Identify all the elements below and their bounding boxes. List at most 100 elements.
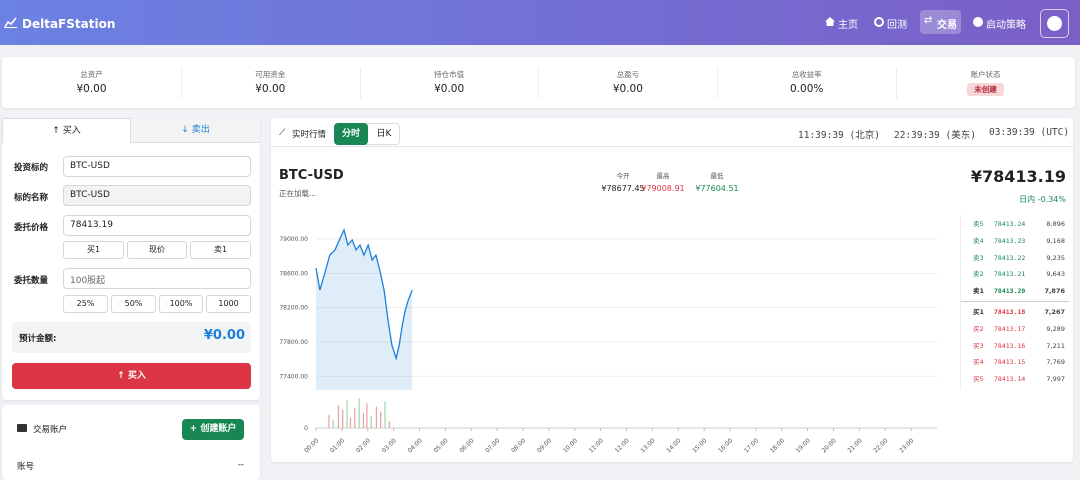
field-label: 委托数量 bbox=[14, 276, 49, 286]
book-label: 卖5 bbox=[973, 220, 984, 228]
book-volume: 7,997 bbox=[1046, 375, 1065, 384]
quote-label: 今开 bbox=[616, 172, 630, 180]
tab-intraday[interactable]: 分时 bbox=[334, 123, 368, 145]
field-label: 投资标的 bbox=[14, 163, 49, 173]
tab-sell[interactable]: ↓ 卖出 bbox=[131, 118, 260, 143]
book-price: 78413.14 bbox=[994, 375, 1026, 384]
stat-divider bbox=[717, 67, 719, 99]
volume-bar bbox=[384, 401, 386, 428]
x-tick-label: 11:00 bbox=[588, 437, 605, 454]
day-change: 日内 -0.34% bbox=[1019, 195, 1066, 204]
book-price: 78413.18 bbox=[994, 308, 1026, 316]
tab-buy-text: 买入 bbox=[62, 126, 81, 136]
quote-label: 最高 bbox=[656, 172, 670, 180]
volume-bar bbox=[328, 414, 330, 428]
chart-icon: ⟋ bbox=[279, 128, 286, 138]
volume-bar bbox=[349, 418, 352, 428]
price-input[interactable]: 78413.19 bbox=[63, 215, 251, 236]
price-area bbox=[316, 230, 413, 390]
book-price: 78413.16 bbox=[994, 341, 1026, 350]
brand-icon bbox=[4, 17, 17, 28]
stats-card: 总资产 ¥0.00 可用资金 ¥0.00 持仓市值 ¥0.00 总盈亏 ¥0.00 总收益率 0.… bbox=[2, 57, 1075, 108]
account-row-label: 账号 bbox=[17, 462, 35, 472]
book-volume: 9,168 bbox=[1046, 236, 1065, 245]
qty-button[interactable]: 25% bbox=[63, 295, 108, 313]
book-volume: 9,235 bbox=[1046, 253, 1065, 262]
tab-daily[interactable]: 日K bbox=[376, 129, 392, 139]
github-button[interactable] bbox=[1040, 9, 1069, 38]
estimate-label: 预计金额: bbox=[19, 334, 57, 344]
x-tick-label: 04:00 bbox=[407, 437, 424, 454]
swap-icon: ⇄ bbox=[924, 15, 933, 26]
market-card: ⟋ 实时行情 分时 日K 11:39:39 (北京) 22:39:39 (美东)… bbox=[271, 118, 1073, 462]
x-tick-label: 08:00 bbox=[510, 437, 527, 454]
orderbook-row: 卖5 78413.24 8,896 bbox=[961, 217, 1069, 232]
x-tick-label: 21:00 bbox=[846, 437, 863, 454]
clock: 03:39:39 (UTC) bbox=[989, 127, 1070, 138]
brand[interactable]: DeltaFStation bbox=[22, 17, 116, 31]
qty-input[interactable]: 100股起 bbox=[63, 268, 251, 289]
price-button[interactable]: 卖1 bbox=[190, 241, 251, 259]
nav-home[interactable]: 主页 bbox=[838, 20, 858, 31]
orderbook-row: 卖3 78413.22 9,235 bbox=[961, 251, 1069, 266]
price-button[interactable]: 买1 bbox=[63, 241, 124, 259]
y-tick-label: 78600.00 bbox=[279, 270, 308, 277]
stat-label: 总盈亏 bbox=[616, 70, 640, 79]
stat-divider bbox=[896, 67, 897, 99]
clock: 11:39:39 (北京) bbox=[798, 130, 880, 141]
field-label: 标的名称 bbox=[14, 193, 49, 203]
volume-bar bbox=[388, 421, 390, 428]
book-label: 卖1 bbox=[973, 287, 985, 296]
nav-strategy[interactable]: 启动策略 bbox=[986, 20, 1026, 31]
quote-label: 最低 bbox=[710, 172, 724, 180]
x-tick-label: 07:00 bbox=[484, 437, 501, 454]
x-tick-label: 20:00 bbox=[821, 437, 838, 454]
nav-trade[interactable]: 交易 bbox=[937, 20, 957, 31]
x-tick-label: 23:00 bbox=[898, 437, 915, 454]
estimate-box: 预计金额: ¥0.00 bbox=[12, 322, 251, 353]
stat-value: 0.00% bbox=[790, 83, 824, 95]
book-label: 买5 bbox=[973, 375, 984, 384]
book-volume: 7,267 bbox=[1044, 308, 1065, 316]
symbol-input[interactable]: BTC-USD bbox=[63, 156, 251, 177]
stat-value: ¥0.00 bbox=[255, 83, 286, 95]
status-badge: 未创建 bbox=[967, 83, 1004, 96]
orderbook-row: 卖1 78413.20 7,876 bbox=[961, 284, 1069, 299]
x-tick-label: 06:00 bbox=[458, 437, 475, 454]
price-button[interactable]: 现价 bbox=[127, 241, 187, 259]
volume-bar bbox=[354, 408, 356, 428]
nav-backtest[interactable]: 回测 bbox=[887, 20, 907, 31]
volume-bar bbox=[380, 411, 382, 428]
book-price: 78413.20 bbox=[994, 287, 1026, 296]
stat-label: 可用资金 bbox=[255, 70, 286, 79]
name-input: BTC-USD bbox=[63, 185, 251, 206]
x-tick-label: 02:00 bbox=[355, 437, 372, 454]
market-title: 实时行情 bbox=[292, 130, 327, 140]
orderbook: 卖5 78413.24 8,896 卖4 78413.23 9,168 卖3 78413.22… bbox=[960, 215, 1069, 390]
x-tick-label: 17:00 bbox=[743, 437, 760, 454]
account-row-value: -- bbox=[237, 460, 244, 470]
y-tick-label: 77800.00 bbox=[279, 339, 308, 346]
x-tick-label: 01:00 bbox=[329, 437, 346, 454]
quote-value: ¥77604.51 bbox=[695, 184, 739, 193]
wallet-icon bbox=[17, 424, 27, 432]
y-tick-label: 79000.00 bbox=[279, 236, 308, 243]
x-tick-label: 09:00 bbox=[536, 437, 553, 454]
tab-sell-text: 卖出 bbox=[191, 125, 210, 135]
stat-divider bbox=[359, 67, 361, 99]
chart: 77400.00 77800.00 78200.00 78600.00 79000.00… bbox=[279, 228, 937, 454]
volume-bar bbox=[332, 419, 334, 428]
qty-button[interactable]: 1000 bbox=[206, 295, 251, 313]
stat-value: ¥0.00 bbox=[434, 83, 465, 95]
submit-button[interactable]: ↑ 买入 bbox=[12, 363, 251, 389]
stat-value: ¥0.00 bbox=[76, 83, 107, 95]
qty-button[interactable]: 100% bbox=[159, 295, 203, 313]
x-tick-label: 15:00 bbox=[691, 437, 708, 454]
account-title: 交易账户 bbox=[33, 425, 68, 435]
tab-buy[interactable]: ↑ 买入 bbox=[2, 118, 131, 143]
create-account-button[interactable]: + 创建账户 bbox=[182, 419, 244, 440]
qty-button[interactable]: 50% bbox=[111, 295, 156, 313]
status: 正在加载... bbox=[279, 189, 317, 198]
orderbook-row: 买5 78413.14 7,997 bbox=[961, 372, 1069, 387]
